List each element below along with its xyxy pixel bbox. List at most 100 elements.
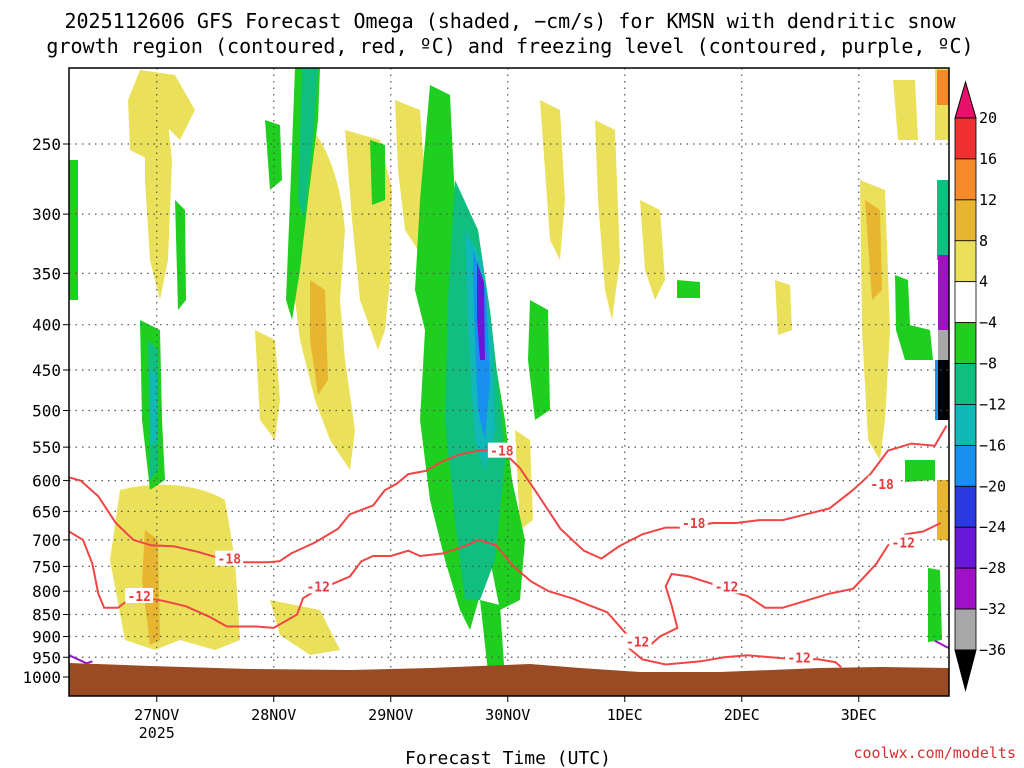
y-tick-label: 250 [32,135,61,154]
y-tick-label: 550 [32,438,61,457]
omega-region-yellow [860,180,890,460]
y-tick-label: 300 [32,205,61,224]
colorbar-swatch [954,199,977,242]
omega-region-yellow [595,120,620,320]
dsgz-contour-line [69,425,948,564]
colorbar-swatch [954,608,977,651]
colorbar-level-label: −28 [979,559,1006,577]
omega-region-teal [937,180,949,260]
omega-region-green [69,160,78,300]
contour-label: -18 [870,478,894,493]
y-tick-label: 400 [32,316,61,335]
contour-label-background [868,475,897,491]
omega-region-green [677,280,700,298]
colorbar-bottom-arrow [954,649,977,692]
chart-title-line1: 2025112606 GFS Forecast Omega (shaded, −… [64,9,956,33]
y-tick-label: 650 [32,502,61,521]
colorbar-level-label: −32 [979,600,1006,618]
omega-region-yellow [395,100,425,250]
y-tick-label: 350 [32,264,61,283]
contour-label-background [304,578,333,594]
y-tick-label: 750 [32,557,61,576]
contour-label-background [785,649,814,665]
y-tick-label: 850 [32,606,61,625]
contour-lines [69,425,949,669]
omega-region-yellow [145,90,172,300]
colorbar-level-label: −16 [979,436,1006,454]
colorbar-level-label: 12 [979,191,997,209]
colorbar-swatch [954,240,977,283]
dsgz-contour-line [624,644,842,669]
omega-region-yellow [893,80,918,140]
omega-region-green [370,140,385,205]
omega-region-yellow [270,600,340,655]
omega-region-yellow [540,100,565,260]
contour-label: -12 [891,537,914,552]
colorbar-top-arrow [954,80,977,119]
omega-region-teal [298,68,318,220]
omega-region-purple [477,262,485,360]
colorbar-level-label: 20 [979,109,997,127]
contour-label: -18 [490,445,514,460]
contour-label: -18 [682,517,706,532]
contour-label-background [712,578,741,594]
contour-label-background [487,442,516,458]
colorbar-level-label: −36 [979,641,1006,659]
contour-label-background [623,633,652,649]
omega-region-yellow [110,484,240,650]
y-tick-label: 500 [32,402,61,421]
y-tick-label: 800 [32,582,61,601]
x-tick-label: 2DEC [724,706,760,724]
contour-label-background [679,515,708,531]
freezing-level-contour [69,654,93,665]
omega-region-orange [865,200,882,300]
omega-region-black [938,360,949,420]
contour-label: -12 [306,580,329,595]
x-tick-label: 30NOV [485,706,530,724]
x-axis-title: Forecast Time (UTC) [405,748,611,768]
plot-frame [68,67,950,697]
colorbar-swatch [954,322,977,364]
terrain-ground [69,663,949,696]
omega-region-gray [938,330,949,360]
colorbar-swatch [954,485,977,528]
colorbar-swatch [954,117,977,160]
contour-label: -12 [715,580,738,595]
colorbar-swatch [954,404,977,446]
x-tick-label: 29NOV [368,706,413,724]
x-tick-label: 27NOV [134,706,179,724]
omega-region-cyan [150,370,157,445]
omega-region-green [895,275,933,360]
contour-label: -12 [787,651,810,666]
x-tick-label: 28NOV [251,706,296,724]
omega-region-yellow [640,200,665,300]
x-tick-label: 1DEC [607,706,643,724]
y-tick-label: 900 [32,627,61,646]
chart-title-line2: growth region (contoured, red, ºC) and f… [46,34,973,58]
y-tick-label: 600 [32,472,61,491]
omega-region-orange [142,530,160,645]
colorbar-level-label: −20 [979,477,1006,495]
contour-label-background [125,587,154,603]
omega-shading [69,68,949,690]
omega-region-green [905,460,935,482]
contour-labels: -18 -18 -18 -18 -12 -12 -12 -12 -12 -12 [125,442,918,666]
colorbar-level-label: −24 [979,518,1006,536]
contour-label-background [215,550,244,566]
y-tick-label: 1000 [22,668,61,687]
y-tick-label: 700 [32,531,61,550]
colorbar-level-label: −12 [979,395,1006,413]
colorbar-swatch [954,363,977,405]
x-tick-sublabel: 2025 [139,724,175,742]
omega-region-green [528,300,550,420]
contour-label-background [889,534,918,550]
dsgz-contour-line [69,522,942,649]
colorbar-swatch [954,158,977,201]
y-axis-ticks: 250 300 350 400 450 500 550 600 650 700 750 800 850 9… [22,135,69,687]
colorbar-swatch [954,526,977,569]
omega-region-orange [310,280,328,395]
colorbar-swatch [954,444,977,487]
colorbar: 20 16 12 8 4 −4 −8 −12 −16 −20 −24 −28 −32 −36 [954,80,1006,692]
